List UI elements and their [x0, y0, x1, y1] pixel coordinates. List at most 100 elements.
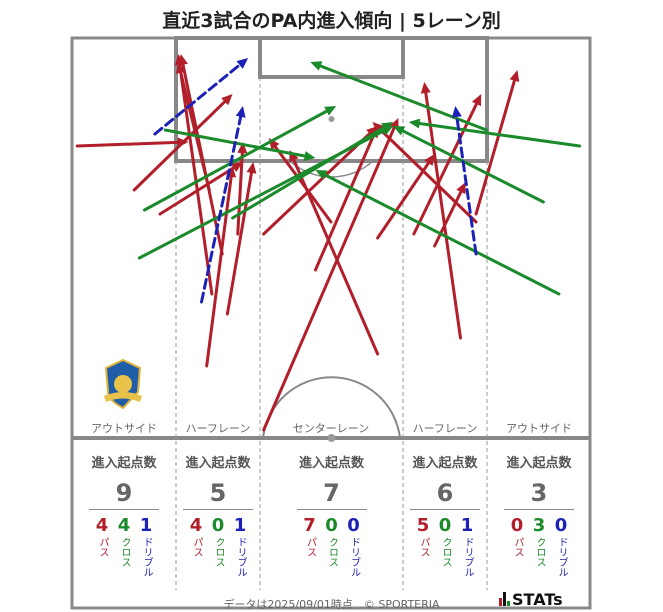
pass-arrow-20	[474, 79, 516, 216]
pass-arrow-19	[433, 190, 463, 248]
pass-label: パス	[191, 537, 202, 557]
entry-total: 5	[209, 479, 227, 507]
lane-labels: アウトサイド ハーフレーン センターレーン ハーフレーン アウトサイド	[91, 422, 572, 435]
dribble-arrow-31	[455, 115, 478, 256]
lane-stats-left-outside: 進入起点数 9 4 パス 4 クロス 1 ドリブル	[74, 452, 174, 577]
pass-arrow-13	[262, 132, 372, 236]
pass-label: パス	[512, 537, 523, 557]
cross-label: クロス	[440, 537, 451, 567]
pass-label: パス	[97, 537, 108, 557]
dribble-arrowhead-31	[451, 106, 462, 118]
entry-total: 7	[323, 479, 340, 507]
cross-label: クロス	[326, 537, 338, 567]
pass-arrow-7	[236, 151, 244, 236]
dribble-count: 0	[554, 515, 568, 536]
pass-label: パス	[304, 537, 316, 557]
dribble-arrow-30	[200, 115, 243, 304]
lane-label-left-halfspace: ハーフレーン	[186, 422, 251, 435]
pass-arrowhead-15	[424, 154, 435, 166]
pass-arrow-17	[412, 102, 478, 236]
dribble-label: ドリブル	[462, 537, 473, 577]
entry-count-header: 進入起点数	[91, 456, 157, 471]
cross-count: 0	[211, 515, 225, 536]
pass-arrow-16	[424, 91, 462, 340]
cross-arrowhead-26	[408, 118, 421, 129]
pass-count: 5	[416, 515, 430, 536]
pass-arrowhead-13	[366, 126, 378, 138]
lane-label-right-outside: アウトサイド	[506, 422, 572, 435]
pass-arrow-15	[376, 161, 430, 240]
dribble-label: ドリブル	[235, 537, 246, 577]
cross-count: 4	[117, 515, 131, 536]
divider	[296, 509, 367, 510]
dribble-label: ドリブル	[556, 537, 567, 577]
stats-logo: STATs	[499, 590, 563, 609]
entry-total: 3	[530, 479, 548, 507]
cross-arrow-27	[323, 173, 561, 296]
cross-arrow-23	[231, 126, 386, 220]
penalty-spot	[328, 116, 335, 122]
pass-arrowhead-4	[221, 94, 233, 106]
entry-count-header: 進入起点数	[298, 456, 364, 471]
pass-count: 7	[303, 515, 316, 536]
dribble-arrow-29	[153, 63, 242, 136]
cross-arrowhead-24	[303, 151, 316, 161]
pass-arrow-18	[378, 128, 478, 224]
entry-total: 9	[115, 479, 133, 507]
cross-arrowhead-27	[315, 170, 328, 180]
dribble-arrowhead-29	[236, 58, 249, 69]
pass-arrowhead-16	[420, 82, 431, 94]
footer-note: データは2025/09/01時点 © SPORTERIA	[223, 598, 440, 611]
cross-label: クロス	[213, 537, 224, 567]
lane-label-right-halfspace: ハーフレーン	[413, 422, 478, 435]
lane-label-left-outside: アウトサイド	[91, 422, 157, 435]
chart-title: 直近3試合のPA内進入傾向 | 5レーン別	[162, 10, 501, 32]
pass-arrow-12	[313, 134, 375, 272]
entry-count-header: 進入起点数	[185, 456, 251, 471]
cross-label: クロス	[119, 537, 130, 567]
pass-count: 0	[510, 515, 524, 536]
pass-arrowhead-9	[246, 162, 257, 174]
cross-arrowhead-25	[393, 126, 406, 136]
divider	[504, 509, 574, 510]
pass-arrowhead-20	[509, 70, 520, 82]
pass-arrow-8	[205, 175, 233, 368]
pitch-lines	[70, 36, 592, 610]
dribble-count: 1	[460, 515, 474, 536]
lane-label-center: センターレーン	[293, 422, 369, 435]
pass-arrow-5	[75, 140, 180, 148]
stats-logo-text: STATs	[512, 590, 563, 609]
dribble-label: ドリブル	[141, 537, 152, 577]
lane-stats-right-outside: 進入起点数 3 0 パス 3 クロス 0 ドリブル	[489, 452, 589, 577]
stats-logo-icon	[499, 592, 510, 606]
divider	[89, 509, 159, 510]
pass-arrow-1	[178, 63, 214, 296]
pass-arrow-9	[225, 171, 253, 316]
entry-arrows	[75, 54, 582, 432]
cross-arrow-28	[319, 64, 488, 132]
entry-count-header: 進入起点数	[412, 456, 478, 471]
pass-label: パス	[418, 537, 429, 557]
team-crest-logo	[104, 358, 142, 410]
lane-stats-center: 進入起点数 7 7 パス 0 クロス 0 ドリブル	[262, 452, 401, 577]
pass-arrowhead-7	[237, 142, 248, 154]
pass-count: 4	[95, 515, 109, 536]
dribble-count: 1	[233, 515, 247, 536]
cross-count: 0	[325, 515, 338, 536]
cross-arrow-21	[143, 109, 329, 212]
lane-stats-right-halfspace: 進入起点数 6 5 パス 0 クロス 1 ドリブル	[403, 452, 487, 577]
pass-arrowhead-3	[175, 62, 186, 74]
cross-arrowhead-28	[310, 61, 323, 71]
pass-arrowhead-5	[177, 137, 189, 148]
dribble-count: 0	[347, 515, 360, 536]
pass-count: 4	[189, 515, 203, 536]
cross-label: クロス	[534, 537, 545, 567]
dribble-label: ドリブル	[348, 537, 360, 577]
center-spot	[327, 434, 336, 442]
pass-arrowhead-17	[471, 94, 482, 107]
cross-count: 0	[438, 515, 452, 536]
pass-arrowhead-2	[178, 54, 188, 66]
pass-arrow-6	[158, 166, 236, 216]
cross-count: 3	[532, 515, 546, 536]
